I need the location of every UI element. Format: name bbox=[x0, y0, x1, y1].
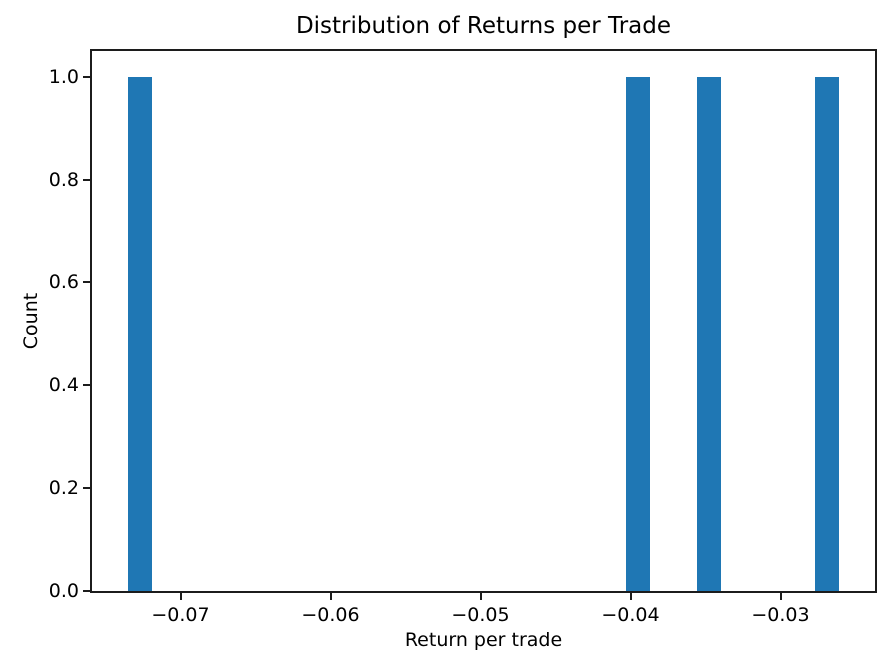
y-tick-mark bbox=[83, 281, 90, 284]
histogram-bar bbox=[128, 76, 152, 591]
y-tick-label: 0.8 bbox=[48, 168, 79, 191]
histogram-bar bbox=[626, 76, 650, 591]
y-tick-mark bbox=[83, 384, 90, 387]
x-tick-mark bbox=[779, 593, 782, 600]
x-tick-mark bbox=[179, 593, 182, 600]
x-tick-label: −0.04 bbox=[601, 604, 660, 626]
y-tick-mark bbox=[83, 487, 90, 490]
y-tick-mark bbox=[83, 178, 90, 181]
x-tick-mark bbox=[629, 593, 632, 600]
y-tick-label: 0.6 bbox=[48, 271, 79, 294]
histogram-bar bbox=[815, 76, 839, 591]
y-tick-mark bbox=[83, 590, 90, 592]
y-tick-mark bbox=[83, 75, 90, 78]
y-tick-label: 1.0 bbox=[48, 65, 79, 88]
y-tick-label: 0.2 bbox=[48, 477, 79, 500]
x-axis-label: Return per trade bbox=[404, 629, 563, 651]
x-tick-label: −0.07 bbox=[151, 604, 210, 626]
x-tick-label: −0.03 bbox=[751, 604, 810, 626]
x-tick-mark bbox=[329, 593, 332, 600]
chart-title: Distribution of Returns per Trade bbox=[295, 13, 672, 39]
x-tick-label: −0.05 bbox=[451, 604, 510, 626]
x-tick-label: −0.06 bbox=[301, 604, 360, 626]
histogram-bar bbox=[696, 76, 721, 591]
y-tick-label: 0.4 bbox=[48, 374, 79, 397]
plot-area: −0.07 −0.06 −0.05 −0.04 −0.03 0.0 0.2 0.4 0.6 0.8… bbox=[49, 51, 875, 626]
y-axis-label: Count bbox=[20, 292, 42, 350]
y-tick-label: 0.0 bbox=[48, 580, 79, 602]
x-tick-mark bbox=[479, 593, 482, 600]
